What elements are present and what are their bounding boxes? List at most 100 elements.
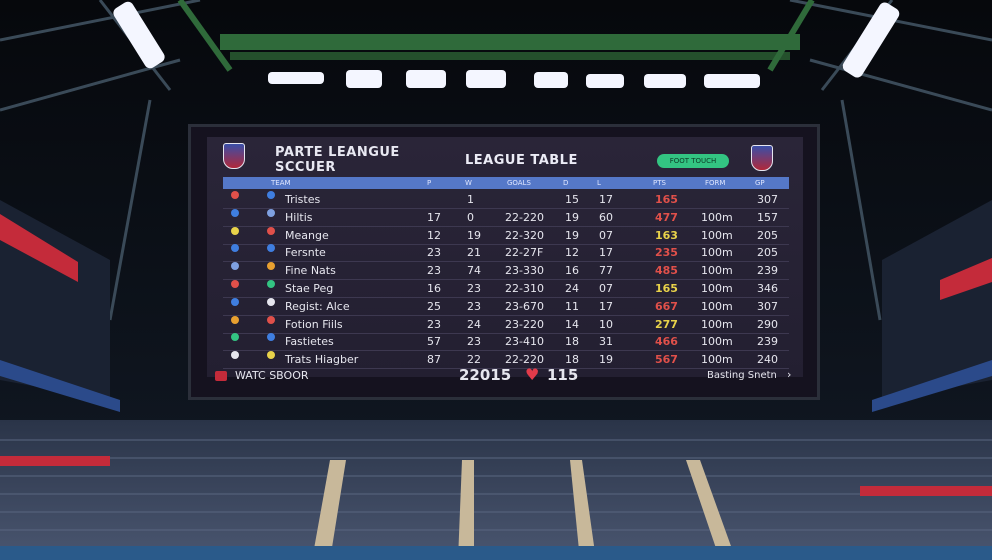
footer-year: 22015 (459, 366, 512, 384)
cell-played: 23 (427, 317, 441, 331)
team-badge-icon (231, 244, 239, 253)
cell-drawn: 19 (565, 210, 579, 224)
cell-played: 87 (427, 353, 441, 367)
cell-gp: 205 (757, 228, 778, 242)
table-row: Fastietes 57 23 23-410 18 31 466 100m 239 (223, 333, 789, 352)
footer-likes: 115 (547, 366, 579, 384)
scoreboard-screen: PARTE LEANGUE SCCUER LEAGUE TABLE FOOT T… (207, 137, 803, 384)
team-logo-icon (267, 262, 275, 271)
cell-team-name: Fersnte (285, 246, 326, 260)
cell-lost: 17 (599, 299, 613, 313)
cell-drawn: 15 (565, 193, 579, 206)
cell-points: 567 (655, 353, 678, 367)
cell-played: 25 (427, 299, 441, 313)
table-row: Fotion Fiils 23 24 23-220 14 10 277 100m 290 (223, 315, 789, 334)
cell-lost: 60 (599, 210, 613, 224)
team-crest-icon (751, 145, 773, 171)
cell-form: 100m (701, 353, 733, 367)
footer-link[interactable]: Basting Snetn (707, 370, 777, 381)
cell-drawn: 18 (565, 353, 579, 367)
scoreboard: PARTE LEANGUE SCCUER LEAGUE TABLE FOOT T… (188, 124, 820, 400)
cell-won: 0 (467, 210, 474, 224)
header-p: P (427, 179, 432, 187)
cell-team-name: Hiltis (285, 210, 313, 224)
cell-played: 23 (427, 246, 441, 260)
team-logo-icon (267, 244, 275, 253)
cell-points: 235 (655, 246, 678, 260)
cell-played: 17 (427, 210, 441, 224)
cell-played: 57 (427, 335, 441, 349)
team-badge-icon (231, 280, 239, 288)
league-crest-icon (223, 143, 245, 169)
header-d: D (563, 179, 569, 187)
cell-won: 24 (467, 317, 481, 331)
team-badge-icon (231, 315, 239, 324)
league-name-line1: PARTE LEANGUE (275, 145, 400, 160)
table-title: LEAGUE TABLE (465, 153, 578, 168)
cell-form: 100m (701, 246, 733, 260)
table-row: Fine Nats 23 74 23-330 16 77 485 100m 239 (223, 262, 789, 281)
cell-drawn: 14 (565, 317, 579, 331)
scoreboard-footer: WATC SBOOR 22015 ♥ 115 Basting Snetn › (207, 365, 803, 389)
team-badge-icon (231, 333, 239, 342)
cell-gp: 240 (757, 353, 778, 367)
cell-drawn: 24 (565, 282, 579, 295)
team-badge-icon (231, 262, 239, 271)
cell-form: 100m (701, 264, 733, 278)
cell-played: 23 (427, 264, 441, 278)
header-w: W (465, 179, 472, 187)
team-badge-icon (231, 208, 239, 217)
cell-points: 165 (655, 193, 678, 206)
team-logo-icon (267, 280, 275, 288)
cell-goals: 22-310 (505, 282, 544, 295)
cell-team-name: Fotion Fiils (285, 317, 343, 331)
chevron-right-icon[interactable]: › (787, 368, 792, 381)
cell-drawn: 19 (565, 228, 579, 242)
header-team: TEAM (271, 179, 291, 187)
cell-gp: 239 (757, 335, 778, 349)
cell-played: 12 (427, 228, 441, 242)
cell-lost: 17 (599, 246, 613, 260)
cell-won: 21 (467, 246, 481, 260)
cell-lost: 77 (599, 264, 613, 278)
cell-points: 277 (655, 317, 678, 331)
cell-goals: 22-220 (505, 353, 544, 367)
cell-drawn: 11 (565, 299, 579, 313)
cell-goals: 23-330 (505, 264, 544, 278)
cell-gp: 290 (757, 317, 778, 331)
record-icon (215, 371, 227, 381)
table-row: Stae Peg 16 23 22-310 24 07 165 100m 346 (223, 280, 789, 298)
cell-won: 19 (467, 228, 481, 242)
cell-gp: 307 (757, 299, 778, 313)
cell-gp: 157 (757, 210, 778, 224)
cell-team-name: Fastietes (285, 335, 334, 349)
cell-lost: 07 (599, 228, 613, 242)
cell-points: 163 (655, 228, 678, 242)
cell-team-name: Tristes (285, 193, 321, 206)
table-row: Tristes 1 15 17 165 307 (223, 191, 789, 209)
cell-team-name: Fine Nats (285, 264, 336, 278)
header-l: L (597, 179, 601, 187)
team-logo-icon (267, 351, 275, 360)
cell-won: 23 (467, 282, 481, 295)
cell-won: 23 (467, 335, 481, 349)
team-badge-icon (231, 226, 239, 235)
header-gp: GP (755, 179, 765, 187)
cell-goals: 23-410 (505, 335, 544, 349)
cell-points: 466 (655, 335, 678, 349)
cell-lost: 07 (599, 282, 613, 295)
header-pts: PTS (653, 179, 666, 187)
cell-lost: 17 (599, 193, 613, 206)
team-logo-icon (267, 333, 275, 342)
team-logo-icon (267, 226, 275, 235)
cell-form: 100m (701, 335, 733, 349)
heart-icon: ♥ (525, 365, 540, 384)
cell-form: 100m (701, 228, 733, 242)
table-row: Hiltis 17 0 22-220 19 60 477 100m 157 (223, 208, 789, 227)
league-name-line2: SCCUER (275, 160, 336, 175)
team-badge-icon (231, 297, 239, 306)
team-logo-icon (267, 297, 275, 306)
team-logo-icon (267, 208, 275, 217)
status-badge: FOOT TOUCH (657, 154, 729, 168)
cell-goals: 22-220 (505, 210, 544, 224)
